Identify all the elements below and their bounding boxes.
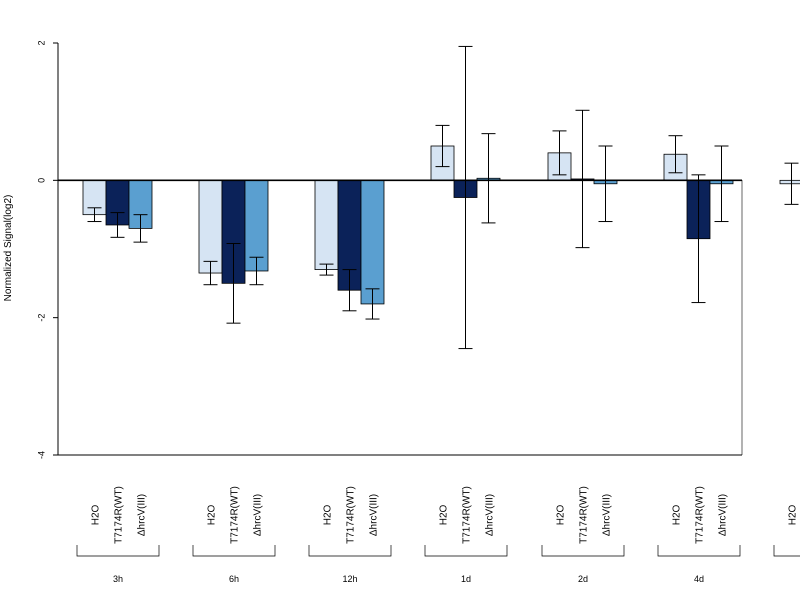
category-label: T7174R(WT): [114, 486, 125, 544]
group-bracket: [424, 545, 508, 557]
category-label: ΔhrcV(III): [253, 494, 264, 536]
group-bracket: [657, 545, 741, 557]
group-label: 2d: [578, 574, 588, 584]
group-bracket: [192, 545, 276, 557]
bar: [779, 179, 800, 185]
error-bars: [87, 45, 799, 350]
y-tick-label: -4: [36, 451, 46, 459]
group-bracket: [76, 545, 160, 557]
plot-frame: [58, 180, 743, 456]
category-label: H2O: [556, 504, 567, 525]
category-label: T7174R(WT): [230, 486, 241, 544]
group-label: 12h: [342, 574, 357, 584]
group-label: 6h: [229, 574, 239, 584]
bars: [82, 145, 800, 305]
category-label: H2O: [672, 504, 683, 525]
y-axis: -4 -2 0 2: [36, 40, 59, 459]
group-label: 3h: [113, 574, 123, 584]
category-label: T7174R(WT): [695, 486, 706, 544]
category-label: H2O: [91, 504, 102, 525]
category-label: ΔhrcV(III): [369, 494, 380, 536]
category-label: T7174R(WT): [346, 486, 357, 544]
category-label: ΔhrcV(III): [485, 494, 496, 536]
category-label: T7174R(WT): [579, 486, 590, 544]
bar: [198, 179, 223, 274]
group-label: 1d: [461, 574, 471, 584]
group-bracket: [308, 545, 392, 557]
category-label: ΔhrcV(III): [602, 494, 613, 536]
category-label: H2O: [439, 504, 450, 525]
category-label: H2O: [788, 504, 799, 525]
group-bracket: [773, 545, 800, 557]
bar: [360, 179, 385, 305]
category-label: H2O: [207, 504, 218, 525]
group-bracket: [541, 545, 625, 557]
category-label: ΔhrcV(III): [137, 494, 148, 536]
y-tick-label: -2: [36, 314, 46, 322]
y-tick-label: 0: [36, 178, 46, 183]
category-labels: H2O T7174R(WT) ΔhrcV(III) H2O T7174R(WT) Δhrc…: [91, 486, 799, 544]
group-brackets: 3h6h12h1d2d4d6d: [76, 545, 800, 584]
y-axis-title: Normalized Signal(log2): [3, 195, 14, 302]
category-label: ΔhrcV(III): [718, 494, 729, 536]
group-label: 4d: [694, 574, 704, 584]
y-tick-label: 2: [36, 40, 46, 45]
bar: [314, 179, 339, 270]
category-label: T7174R(WT): [462, 486, 473, 544]
category-label: H2O: [323, 504, 334, 525]
